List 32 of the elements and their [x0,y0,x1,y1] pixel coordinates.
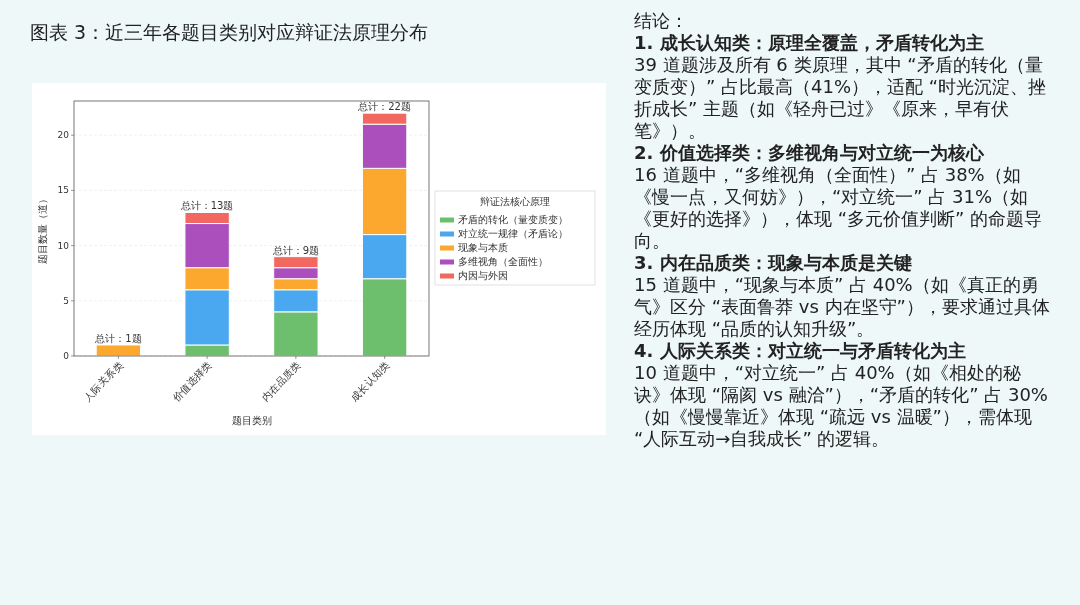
text: 3. 内在品质类：现象与本质是关键 [634,252,913,274]
total-label: 总计：22题 [357,101,411,113]
legend-title: 辩证法核心原理 [480,196,550,207]
x-axis-title: 题目类别 [231,415,272,426]
legend-label: 多维视角（全面性） [458,256,548,268]
text: 4. 人际关系类：对立统一与矛盾转化为主 [634,340,967,362]
y-tick-label: 5 [63,295,69,306]
y-tick-label: 15 [57,185,69,196]
text: 39 道题涉及所有 6 类原理，其中 “矛盾的转化（量变质变）” 占比最高（41%），适配 “时光沉淀、挫折成长” 主题（如《轻舟已过》《原来，早有伏笔》）。 [634,54,1048,142]
y-axis-title: 题目数量（道） [37,193,48,264]
legend-label: 现象与本质 [458,242,508,254]
total-label: 总计：1题 [94,332,142,344]
y-tick-label: 10 [57,240,70,251]
text: 2. 价值选择类：多维视角与对立统一为核心 [634,142,985,164]
total-label: 总计：9题 [271,244,320,256]
y-tick-label: 0 [63,350,70,361]
x-tick-label: 人际关系类 [81,359,126,404]
bar [95,344,142,357]
legend-label: 矛盾的转化（量变质变） [458,214,568,226]
text: 15 道题中，“现象与本质” 占 40%（如《真正的勇气》区分 “表面鲁莽 vs 内在坚守”），要求通过具体经历体现 “品质的认知升级”。 [634,274,1051,340]
x-tick-label: 成长认知类 [348,359,392,404]
text: 结论： [634,10,689,32]
x-tick-label: 内在品质类 [259,359,303,404]
total-label: 总计：13题 [179,200,234,212]
legend-label: 内因与外因 [458,270,508,282]
x-tick-label: 价值选择类 [169,359,214,404]
text: 16 道题中，“多维视角（全面性）” 占 38%（如《慢一点，又何妨》），“对立统一” 占 31%（如《更好的选择》），体现 “多元价值判断” 的命题导向。 [634,164,1044,252]
text: 1. 成长认知类：原理全覆盖，矛盾转化为主 [634,32,985,54]
text: 10 道题中，“对立统一” 占 40%（如《相处的秘诀》体现 “隔阂 vs 融洽”），“矛盾的转化” 占 30%（如《慢慢靠近》体现 “疏远 vs 温暖”），需体现 “人际互动→自我成长” 的逻辑。 [634,362,1049,450]
y-tick-label: 20 [57,130,70,141]
legend-label: 对立统一规律（矛盾论） [458,228,568,240]
chart-title: 图表 3：近三年各题目类别对应辩证法原理分布 [30,20,429,45]
